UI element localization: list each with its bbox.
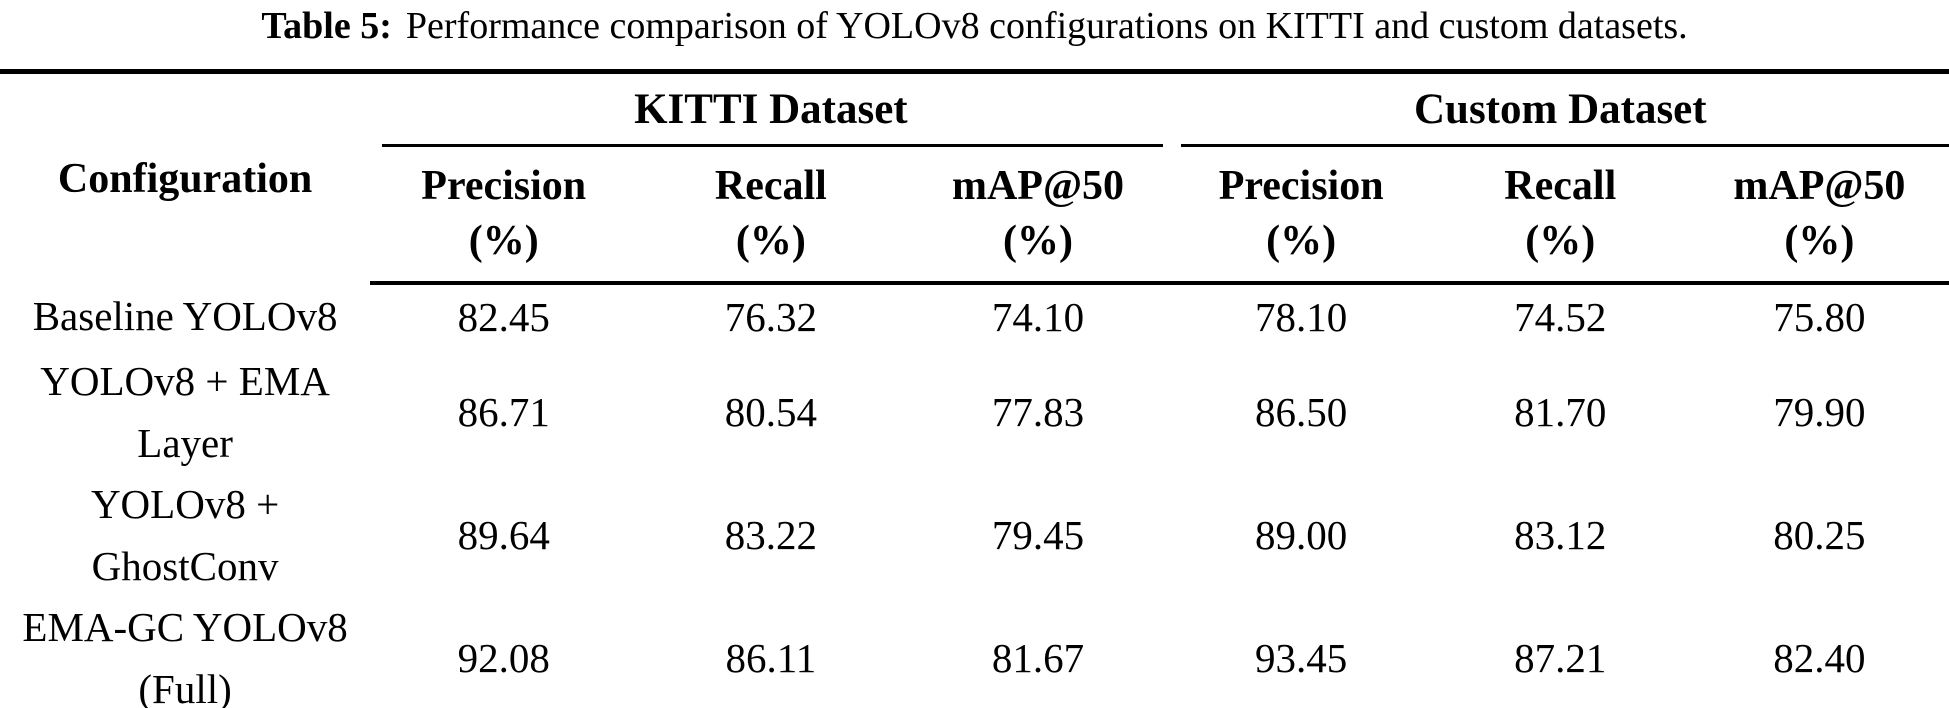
value-cell: 92.08 bbox=[457, 634, 550, 681]
table-row-yolov8-ghostconv: YOLOv8 + GhostConv 89.64 83.22 79.45 89.… bbox=[0, 474, 1949, 597]
group-header-custom: Custom Dataset bbox=[1172, 72, 1949, 147]
config-cell: YOLOv8 + GhostConv bbox=[90, 481, 280, 589]
group-header-kitti: KITTI Dataset bbox=[370, 72, 1171, 147]
value-cell: 81.70 bbox=[1514, 388, 1607, 435]
value-cell: 77.83 bbox=[991, 388, 1085, 435]
value-cell: 75.80 bbox=[1773, 294, 1866, 341]
value-cell: 76.32 bbox=[724, 294, 817, 341]
table-row-yolov8-ema-layer: YOLOv8 + EMA Layer 86.71 80.54 77.83 86.… bbox=[0, 351, 1949, 474]
column-header-custom-map50: mAP@50 (%) bbox=[1689, 147, 1949, 285]
value-cell: 87.21 bbox=[1514, 634, 1607, 681]
column-header-row: Precision (%) Recall (%) mAP@50 (%) Prec… bbox=[0, 147, 1949, 285]
value-cell: 80.54 bbox=[724, 388, 817, 435]
column-header-kitti-recall: Recall (%) bbox=[637, 147, 905, 285]
table-caption: Table 5: Performance comparison of YOLOv8… bbox=[0, 0, 1949, 69]
group-header-custom-label: Custom Dataset bbox=[1413, 85, 1707, 133]
value-cell: 89.00 bbox=[1255, 511, 1348, 558]
kitti-cmidrule bbox=[382, 144, 1163, 147]
table-caption-label: Table 5: bbox=[261, 5, 392, 47]
config-cell: YOLOv8 + EMA Layer bbox=[40, 358, 330, 466]
table-row-baseline-yolov8: Baseline YOLOv8 82.45 76.32 74.10 78.10 … bbox=[0, 283, 1949, 351]
value-cell: 80.25 bbox=[1773, 511, 1866, 558]
value-cell: 74.52 bbox=[1514, 294, 1607, 341]
column-header-kitti-map50: mAP@50 (%) bbox=[904, 147, 1172, 285]
value-cell: 79.90 bbox=[1773, 388, 1866, 435]
column-header-custom-precision: Precision (%) bbox=[1171, 147, 1431, 285]
group-header-kitti-label: KITTI Dataset bbox=[634, 85, 908, 133]
column-header-kitti-precision: Precision (%) bbox=[370, 147, 638, 285]
value-cell: 81.67 bbox=[991, 634, 1085, 681]
config-cell: Baseline YOLOv8 bbox=[32, 293, 338, 340]
value-cell: 83.12 bbox=[1514, 511, 1607, 558]
value-cell: 83.22 bbox=[724, 511, 817, 558]
group-header-row: Configuration KITTI Dataset Custom Datas… bbox=[0, 72, 1949, 202]
custom-cmidrule bbox=[1180, 144, 1949, 147]
value-cell: 93.45 bbox=[1255, 634, 1348, 681]
value-cell: 74.10 bbox=[991, 294, 1085, 341]
value-cell: 79.45 bbox=[991, 511, 1085, 558]
config-cell: EMA-GC YOLOv8 (Full) bbox=[22, 604, 348, 708]
value-cell: 82.40 bbox=[1773, 634, 1866, 681]
value-cell: 82.45 bbox=[457, 294, 550, 341]
value-cell: 86.71 bbox=[457, 388, 550, 435]
value-cell: 86.50 bbox=[1255, 388, 1348, 435]
value-cell: 89.64 bbox=[457, 511, 550, 558]
table-caption-text: Performance comparison of YOLOv8 configu… bbox=[405, 5, 1688, 47]
performance-table: Configuration KITTI Dataset Custom Datas… bbox=[0, 69, 1949, 708]
table-row-ema-gc-yolov8-full: EMA-GC YOLOv8 (Full) 92.08 86.11 81.67 9… bbox=[0, 597, 1949, 708]
column-header-configuration: Configuration bbox=[57, 155, 313, 202]
value-cell: 78.10 bbox=[1255, 294, 1348, 341]
column-header-custom-recall: Recall (%) bbox=[1430, 147, 1690, 285]
value-cell: 86.11 bbox=[725, 634, 817, 681]
